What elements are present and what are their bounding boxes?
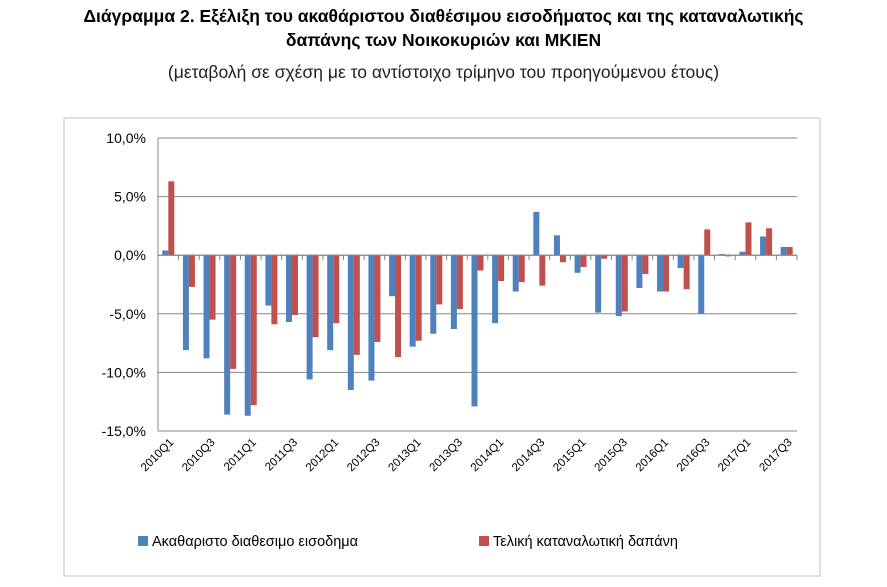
bar-income xyxy=(265,255,272,306)
bar-income xyxy=(285,255,292,322)
legend-swatch xyxy=(138,536,148,546)
y-tick-label: -10,0% xyxy=(102,364,146,380)
bar-consumption xyxy=(498,255,505,281)
bar-income xyxy=(203,255,210,359)
bar-consumption xyxy=(477,255,484,271)
bar-income xyxy=(389,255,396,297)
bar-consumption xyxy=(168,181,175,256)
bar-consumption xyxy=(250,255,257,406)
bar-income xyxy=(760,236,767,256)
bar-consumption xyxy=(704,229,711,256)
x-tick-label: 2013Q1 xyxy=(386,437,423,474)
bar-consumption xyxy=(601,255,608,259)
x-tick-label: 2011Q1 xyxy=(222,437,259,474)
bar-consumption xyxy=(621,255,628,312)
bar-consumption xyxy=(333,255,340,324)
bar-income xyxy=(739,251,746,256)
chart-frame xyxy=(63,117,821,577)
bar-income xyxy=(492,255,499,324)
bar-income xyxy=(780,247,787,256)
x-tick-label: 2013Q3 xyxy=(428,437,465,474)
bar-income xyxy=(368,255,375,381)
bar-income xyxy=(450,255,457,330)
bar-income xyxy=(409,255,416,347)
bar-income xyxy=(533,211,540,256)
x-tick-label: 2014Q3 xyxy=(510,437,547,474)
x-tick-label: 2010Q3 xyxy=(180,437,217,474)
bar-consumption xyxy=(663,255,670,292)
bar-income xyxy=(512,255,519,292)
bar-consumption xyxy=(766,228,773,256)
bar-consumption xyxy=(230,255,237,369)
x-tick-label: 2017Q1 xyxy=(716,437,753,474)
chart-title-line2: δαπάνης των Νοικοκυριών και ΜΚΙΕΝ xyxy=(285,30,602,50)
x-tick-label: 2012Q3 xyxy=(345,437,382,474)
bar-consumption xyxy=(395,255,402,358)
axes xyxy=(157,138,798,431)
bar-income xyxy=(553,235,560,256)
bar-consumption xyxy=(188,255,195,287)
x-tick-label: 2014Q1 xyxy=(469,437,506,474)
bar-income xyxy=(327,255,334,351)
bar-income xyxy=(471,255,478,407)
bar-consumption xyxy=(518,255,525,283)
bar-consumption xyxy=(559,255,566,263)
x-tick-label: 2016Q3 xyxy=(675,437,712,474)
bar-income xyxy=(698,255,705,314)
x-tick-label: 2015Q3 xyxy=(592,437,629,474)
x-axis-labels: 2010Q1 2010Q3 2011Q1 2011Q3 2012Q1 2012Q3 2013… xyxy=(139,437,795,474)
y-axis-labels: 10,0% 5,0% 0,0% -5,0% -10,0% -15,0% xyxy=(102,130,146,439)
y-tick-label: 10,0% xyxy=(106,130,146,146)
bar-consumption xyxy=(271,255,278,325)
y-tick-label: 5,0% xyxy=(114,189,146,205)
y-tick-label: -15,0% xyxy=(102,423,146,439)
x-tick-label: 2017Q3 xyxy=(757,437,794,474)
chart-title: Διάγραμμα 2. Εξέλιξη του ακαθάριστου δια… xyxy=(83,6,804,26)
bar-consumption xyxy=(436,255,443,305)
bar-income xyxy=(574,255,581,273)
x-tick-label: 2015Q1 xyxy=(551,437,588,474)
bar-consumption xyxy=(291,255,298,315)
bar-consumption xyxy=(456,255,463,310)
bar-income xyxy=(182,255,189,351)
bars xyxy=(162,181,793,416)
bar-consumption xyxy=(374,255,381,342)
x-tick-label: 2012Q1 xyxy=(304,437,341,474)
bar-income xyxy=(615,255,622,317)
bar-income xyxy=(224,255,231,415)
bar-income xyxy=(595,255,602,313)
y-tick-label: -5,0% xyxy=(109,306,146,322)
legend-label: Ακαθαριστο διαθεσιμο εισοδημα xyxy=(152,534,358,550)
bar-consumption xyxy=(745,222,752,256)
legend: Ακαθαριστο διαθεσιμο εισοδημα Τελική κατα… xyxy=(138,534,678,550)
bar-consumption xyxy=(642,255,649,274)
legend-swatch xyxy=(479,536,489,546)
bar-consumption xyxy=(683,255,690,290)
bar-income xyxy=(162,250,169,256)
x-tick-label: 2010Q1 xyxy=(139,437,176,474)
bar-income xyxy=(636,255,643,289)
bar-consumption xyxy=(209,255,216,320)
bar-income xyxy=(657,255,664,292)
bar-income xyxy=(677,255,684,269)
bar-consumption xyxy=(353,255,360,355)
legend-label: Τελική καταναλωτική δαπάνη xyxy=(493,534,678,550)
bar-consumption xyxy=(786,247,793,256)
bar-consumption xyxy=(415,255,422,341)
bar-consumption xyxy=(580,255,587,267)
x-tick-label: 2011Q3 xyxy=(263,437,300,474)
bar-income xyxy=(244,255,251,416)
y-tick-label: 0,0% xyxy=(114,247,146,263)
bar-income xyxy=(306,255,313,380)
x-tick-label: 2016Q1 xyxy=(634,437,671,474)
bar-consumption xyxy=(539,255,546,286)
bar-income xyxy=(347,255,354,390)
bar-consumption xyxy=(312,255,319,338)
chart-subtitle: (μεταβολή σε σχέση με το αντίστοιχο τρίμ… xyxy=(167,62,720,82)
bar-income xyxy=(430,255,437,334)
